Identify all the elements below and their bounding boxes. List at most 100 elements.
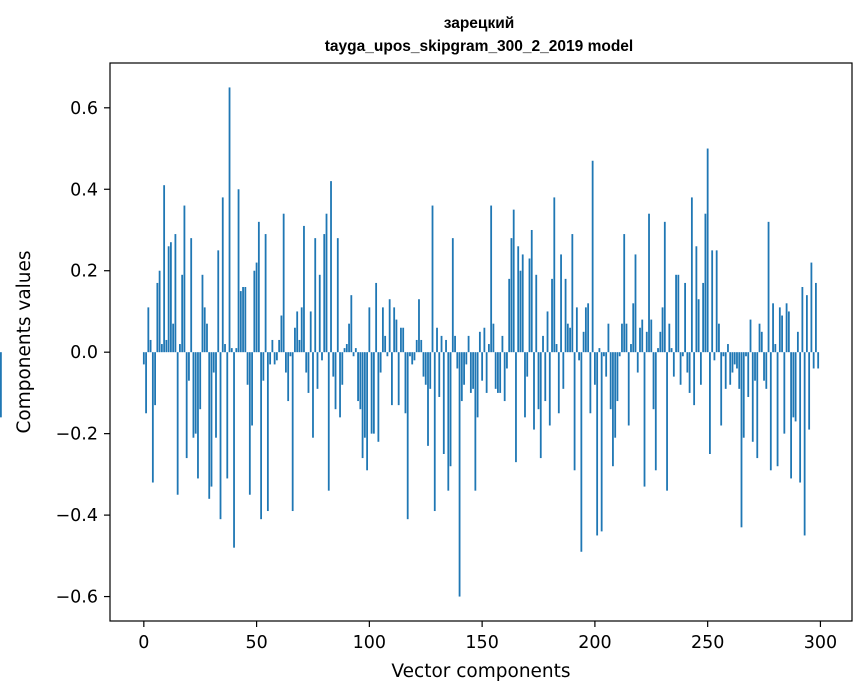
bar-201 (596, 352, 599, 536)
bar-219 (636, 352, 639, 373)
bar-77 (316, 352, 319, 389)
bar-210 (616, 352, 619, 402)
bar-211 (618, 352, 621, 357)
bar-193 (578, 352, 580, 361)
bar-254 (715, 250, 718, 353)
bar-179 (546, 311, 549, 353)
bar-275 (763, 352, 765, 381)
bar-239 (681, 352, 684, 357)
x-tick-label: 300 (804, 633, 837, 653)
bar-160 (503, 352, 506, 402)
bar-217 (632, 303, 635, 353)
bar-129 (433, 352, 436, 512)
bar-245 (695, 246, 698, 353)
bar-128 (431, 205, 434, 353)
bar-23 (194, 352, 197, 434)
bar-154 (490, 205, 493, 353)
bar-93 (352, 352, 355, 357)
bar-269 (749, 319, 752, 353)
bar-59 (275, 352, 278, 361)
bar-20 (188, 352, 190, 381)
bar-3 (149, 339, 152, 353)
bar-234 (670, 348, 673, 353)
bar-89 (343, 348, 346, 353)
bar-29 (208, 352, 211, 499)
bar-248 (702, 282, 705, 353)
bar-28 (206, 323, 208, 353)
bar-203 (600, 352, 603, 532)
bar-68 (296, 311, 299, 353)
bar-192 (575, 307, 578, 353)
y-tick-label: −0.4 (56, 506, 99, 526)
bar-8 (160, 344, 163, 353)
bar-43 (239, 291, 242, 353)
y-tick-label: −0.6 (56, 588, 99, 608)
bar-296 (810, 262, 813, 353)
bar-101 (370, 352, 373, 434)
bar-147 (474, 352, 477, 491)
x-tick-label: 150 (465, 633, 498, 653)
bar-79 (321, 352, 323, 361)
bar-11 (167, 246, 170, 353)
bar-50 (255, 262, 258, 353)
bar-183 (555, 344, 558, 353)
bar-282 (778, 307, 781, 353)
bar-199 (591, 160, 594, 353)
bar-27 (203, 307, 206, 353)
bar-174 (535, 274, 538, 353)
bar-262 (733, 352, 736, 365)
bar-264 (738, 352, 741, 389)
bar-109 (388, 299, 391, 353)
bar-123 (420, 339, 423, 353)
bar-259 (727, 344, 729, 353)
bar-99 (366, 352, 368, 471)
bar-15 (176, 352, 179, 495)
bar-69 (298, 339, 301, 353)
bar-107 (384, 335, 387, 353)
bar-207 (609, 352, 612, 410)
bar-71 (303, 225, 305, 353)
bar-48 (251, 352, 253, 426)
bar-294 (805, 295, 808, 353)
bar-220 (639, 327, 641, 353)
bar-228 (657, 348, 659, 353)
bar-45 (244, 287, 247, 353)
bar-229 (659, 331, 662, 353)
bar-76 (314, 238, 317, 353)
bar-58 (273, 352, 276, 365)
bar-2 (147, 307, 150, 353)
bar-161 (506, 352, 508, 369)
bar-297 (812, 352, 815, 369)
bar-271 (754, 352, 756, 381)
bar-213 (623, 234, 626, 353)
bar-7 (158, 270, 161, 353)
bar-256 (720, 352, 723, 426)
bar-172 (530, 229, 533, 353)
bar-168 (521, 254, 524, 353)
bar-124 (422, 352, 425, 377)
bar-232 (666, 352, 668, 491)
bar-270 (751, 352, 754, 442)
bar-182 (553, 197, 556, 353)
bar-105 (379, 352, 382, 373)
bar-194 (580, 352, 583, 552)
bar-35 (221, 197, 224, 353)
bar-116 (404, 352, 407, 414)
y-tick-label: 0.4 (70, 180, 98, 200)
bar-162 (508, 278, 511, 353)
bar-257 (722, 352, 725, 357)
bar-148 (476, 352, 479, 418)
bar-268 (747, 352, 750, 397)
bar-202 (598, 348, 601, 353)
bar-84 (332, 352, 335, 377)
bar-52 (260, 352, 262, 520)
bar-198 (589, 352, 592, 414)
bar-130 (436, 327, 438, 353)
bar-290 (796, 331, 799, 353)
bar-70 (300, 307, 303, 353)
bar-242 (688, 352, 691, 393)
bar-119 (411, 352, 414, 365)
bar-175 (537, 352, 540, 410)
bar-87 (339, 352, 341, 418)
bar-247 (699, 352, 702, 385)
